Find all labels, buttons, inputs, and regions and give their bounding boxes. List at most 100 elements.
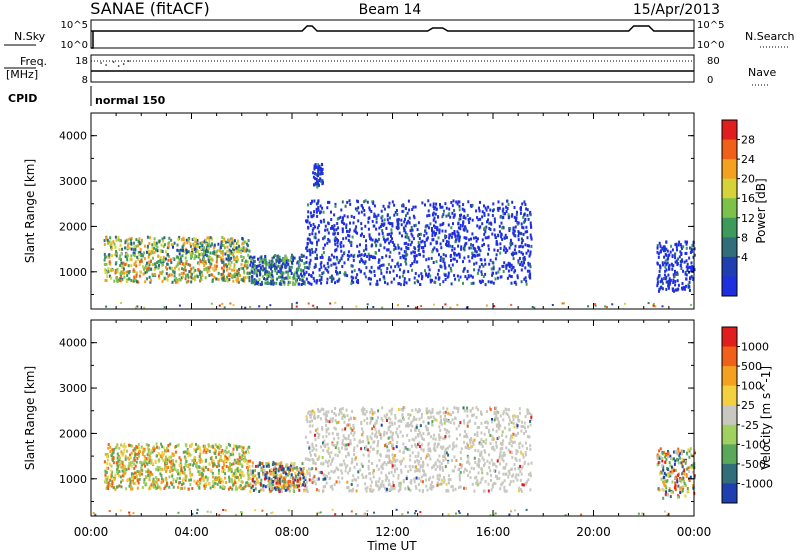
velocity-cell [212, 475, 215, 479]
power-cell [449, 255, 452, 258]
velocity-cell [148, 458, 151, 462]
power-cell [453, 209, 456, 212]
velocity-cell [524, 415, 527, 419]
velocity-cell [292, 488, 295, 492]
power-cell [250, 281, 253, 285]
power-cell [484, 226, 486, 230]
power-cell [693, 247, 696, 251]
velocity-cell [480, 431, 483, 435]
power-cell [161, 270, 164, 274]
power-cell [127, 242, 130, 246]
velocity-cell [322, 449, 325, 452]
power-cell [178, 273, 181, 277]
velocity-cell [203, 448, 206, 452]
velocity-cell [110, 464, 113, 468]
velocity-cell [438, 425, 441, 429]
velocity-cell [490, 473, 492, 477]
power-cell [314, 225, 316, 229]
power-cell [679, 243, 682, 247]
power-cell [458, 235, 461, 239]
power-cell [658, 288, 661, 291]
power-cell [659, 265, 662, 269]
velocity-cell [355, 478, 358, 482]
velocity-cell [501, 433, 504, 437]
power-cell [489, 228, 492, 231]
power-cell [127, 271, 130, 275]
power-cell [199, 276, 202, 280]
power-cell [236, 273, 239, 276]
power-cell [467, 200, 470, 204]
power-cell [346, 253, 349, 257]
power-cell [412, 250, 415, 254]
power-cell [389, 216, 391, 220]
velocity-cell [380, 471, 383, 475]
power-cell [230, 260, 233, 264]
power-cell [371, 243, 374, 247]
power-cell [114, 269, 117, 272]
station-title: SANAE (fitACF) [90, 0, 209, 18]
colorbar-tick-label: 28 [741, 134, 755, 147]
velocity-cell [517, 415, 520, 419]
power-cell [253, 279, 256, 283]
velocity-cell [485, 410, 488, 413]
velocity-cell [228, 479, 231, 483]
power-cell [493, 248, 496, 252]
power-cell [665, 240, 668, 244]
power-cell [483, 213, 486, 217]
velocity-cell [213, 478, 216, 482]
velocity-cell [186, 452, 189, 455]
velocity-cell [303, 480, 305, 484]
power-cell [185, 250, 188, 254]
power-cell [308, 273, 310, 277]
colorbar-tick-label: 24 [741, 153, 755, 166]
power-cell [413, 250, 416, 254]
velocity-cell [167, 444, 170, 447]
power-cell [203, 257, 205, 261]
velocity-cell [225, 465, 228, 468]
power-cell [226, 245, 229, 249]
velocity-cell [344, 447, 347, 451]
velocity-cell [306, 458, 309, 461]
velocity-cell [376, 449, 379, 453]
power-cell [659, 249, 662, 253]
power-cell [190, 274, 192, 278]
velocity-cell [225, 446, 228, 450]
velocity-cell [407, 485, 409, 489]
velocity-cell [240, 480, 243, 484]
velocity-cell [205, 465, 207, 469]
velocity-cell [238, 452, 241, 456]
velocity-cell [422, 473, 425, 477]
velocity-cell [311, 467, 314, 471]
velocity-cell [160, 454, 163, 458]
power-cell [332, 262, 335, 266]
power-cell [273, 255, 275, 259]
velocity-cell [465, 469, 468, 473]
velocity-cell [508, 483, 511, 486]
power-cell [318, 274, 321, 278]
velocity-cell [248, 465, 251, 468]
power-cell [406, 221, 408, 225]
power-cell [647, 302, 650, 305]
velocity-cell [483, 462, 486, 466]
velocity-cell [469, 441, 472, 445]
velocity-cell [141, 468, 144, 472]
velocity-cell [211, 485, 214, 488]
velocity-cell [367, 467, 370, 471]
velocity-cell [333, 437, 336, 441]
velocity-cell [528, 411, 531, 415]
power-cell [334, 249, 337, 253]
velocity-cell [529, 471, 532, 475]
freq-tick-high: 18 [75, 56, 88, 67]
power-cell [451, 204, 454, 208]
power-cell [482, 264, 485, 268]
velocity-cell [431, 484, 434, 488]
power-cell [139, 251, 142, 255]
velocity-cell [272, 469, 275, 472]
velocity-cell [146, 453, 149, 457]
freq-dot [100, 62, 102, 64]
velocity-cell [389, 417, 392, 421]
power-cell [346, 274, 349, 278]
power-cell [362, 260, 365, 264]
power-cell [134, 248, 137, 252]
power-cell [279, 280, 282, 283]
